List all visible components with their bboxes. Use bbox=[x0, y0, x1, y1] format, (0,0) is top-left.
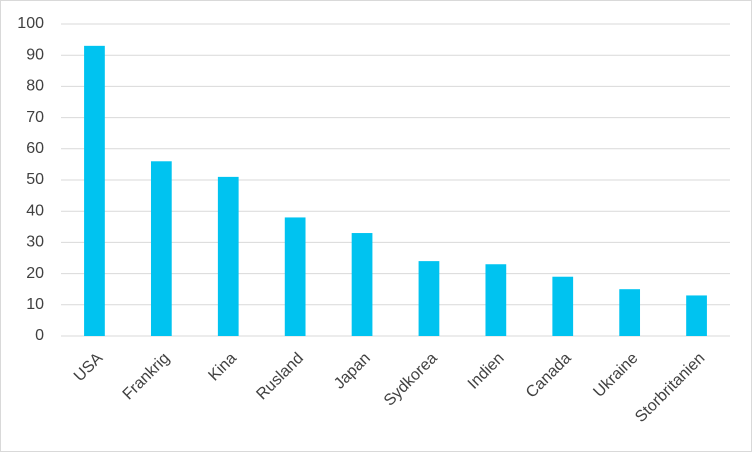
bar bbox=[217, 176, 239, 336]
y-tick-label: 40 bbox=[26, 202, 44, 219]
y-tick-label: 10 bbox=[26, 296, 44, 313]
bar bbox=[619, 289, 641, 336]
y-tick-label: 20 bbox=[26, 265, 44, 282]
bar bbox=[485, 264, 507, 336]
bar bbox=[284, 217, 306, 336]
y-tick-label: 50 bbox=[26, 171, 44, 188]
bar bbox=[84, 45, 105, 337]
y-tick-label: 70 bbox=[26, 109, 44, 126]
y-tick-label: 60 bbox=[26, 140, 44, 157]
y-tick-label: 90 bbox=[26, 46, 44, 63]
y-tick-label: 30 bbox=[26, 234, 44, 251]
bar bbox=[150, 161, 172, 336]
bar bbox=[686, 295, 707, 336]
y-tick-label: 0 bbox=[35, 327, 44, 344]
bar bbox=[418, 261, 440, 336]
bar bbox=[351, 233, 373, 336]
y-tick-label: 80 bbox=[26, 78, 44, 95]
y-tick-label: 100 bbox=[17, 15, 44, 32]
bar bbox=[552, 276, 574, 336]
